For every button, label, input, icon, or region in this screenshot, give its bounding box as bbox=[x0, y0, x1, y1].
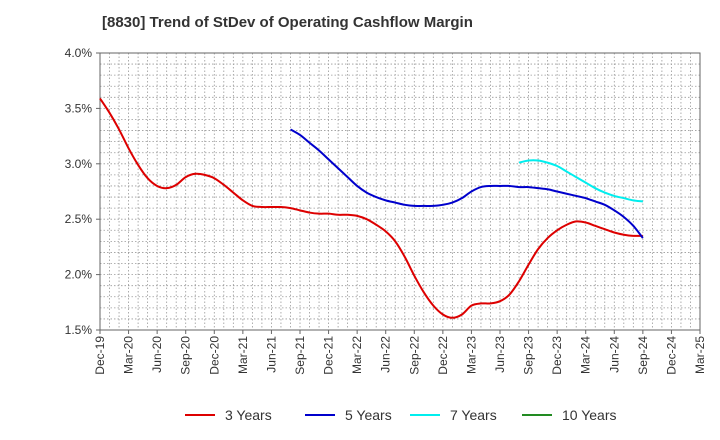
grid bbox=[100, 53, 700, 330]
series-lines bbox=[99, 97, 644, 319]
x-tick-label: Dec-20 bbox=[207, 336, 221, 375]
x-tick-label: Sep-20 bbox=[179, 336, 193, 375]
series-line-5-years bbox=[289, 128, 644, 239]
x-tick-label: Jun-21 bbox=[264, 336, 278, 373]
x-tick-label: Sep-24 bbox=[636, 336, 650, 375]
y-tick-label: 2.5% bbox=[65, 212, 93, 226]
legend-item-3-years: 3 Years bbox=[185, 404, 272, 426]
legend-swatch bbox=[185, 414, 215, 416]
x-tick-label: Jun-20 bbox=[150, 336, 164, 373]
legend-item-5-years: 5 Years bbox=[305, 404, 392, 426]
legend-swatch bbox=[410, 414, 440, 416]
y-tick-label: 3.0% bbox=[65, 157, 93, 171]
x-tick-label: Dec-21 bbox=[322, 336, 336, 375]
x-tick-label: Mar-24 bbox=[579, 336, 593, 374]
y-tick-label: 2.0% bbox=[65, 268, 93, 282]
x-tick-label: Jun-24 bbox=[607, 336, 621, 373]
x-tick-label: Mar-23 bbox=[464, 336, 478, 374]
series-line-7-years bbox=[518, 159, 643, 203]
legend-label: 5 Years bbox=[345, 407, 392, 423]
x-tick-label: Sep-21 bbox=[293, 336, 307, 375]
legend: 3 Years 5 Years 7 Years 10 Years bbox=[0, 404, 720, 426]
x-tick-label: Mar-21 bbox=[236, 336, 250, 374]
x-tick-label: Dec-19 bbox=[93, 336, 107, 375]
x-tick-label: Sep-23 bbox=[522, 336, 536, 375]
y-tick-label: 4.0% bbox=[65, 46, 93, 60]
x-tick-label: Jun-23 bbox=[493, 336, 507, 373]
legend-label: 3 Years bbox=[225, 407, 272, 423]
legend-label: 10 Years bbox=[562, 407, 617, 423]
x-tick-label: Jun-22 bbox=[379, 336, 393, 373]
x-tick-label: Mar-20 bbox=[122, 336, 136, 374]
series-line-3-years bbox=[99, 97, 643, 319]
y-tick-label: 3.5% bbox=[65, 101, 93, 115]
legend-swatch bbox=[522, 414, 552, 416]
legend-item-10-years: 10 Years bbox=[522, 404, 617, 426]
x-tick-label: Dec-22 bbox=[436, 336, 450, 375]
plot-area bbox=[100, 53, 700, 330]
plot-frame bbox=[99, 52, 701, 331]
y-tick-label: 1.5% bbox=[65, 323, 93, 337]
x-tick-label: Mar-22 bbox=[350, 336, 364, 374]
axes: 4.0% 3.5% 3.0% 2.5% 2.0% 1.5%Dec-19 Mar-20 Jun-… bbox=[65, 46, 707, 375]
legend-label: 7 Years bbox=[450, 407, 497, 423]
x-tick-label: Mar-25 bbox=[693, 336, 707, 374]
x-tick-label: Dec-23 bbox=[550, 336, 564, 375]
x-tick-label: Sep-22 bbox=[407, 336, 421, 375]
legend-swatch bbox=[305, 414, 335, 416]
legend-item-7-years: 7 Years bbox=[410, 404, 497, 426]
chart-title: [8830] Trend of StDev of Operating Cashf… bbox=[102, 14, 473, 31]
x-tick-label: Dec-24 bbox=[664, 336, 678, 375]
